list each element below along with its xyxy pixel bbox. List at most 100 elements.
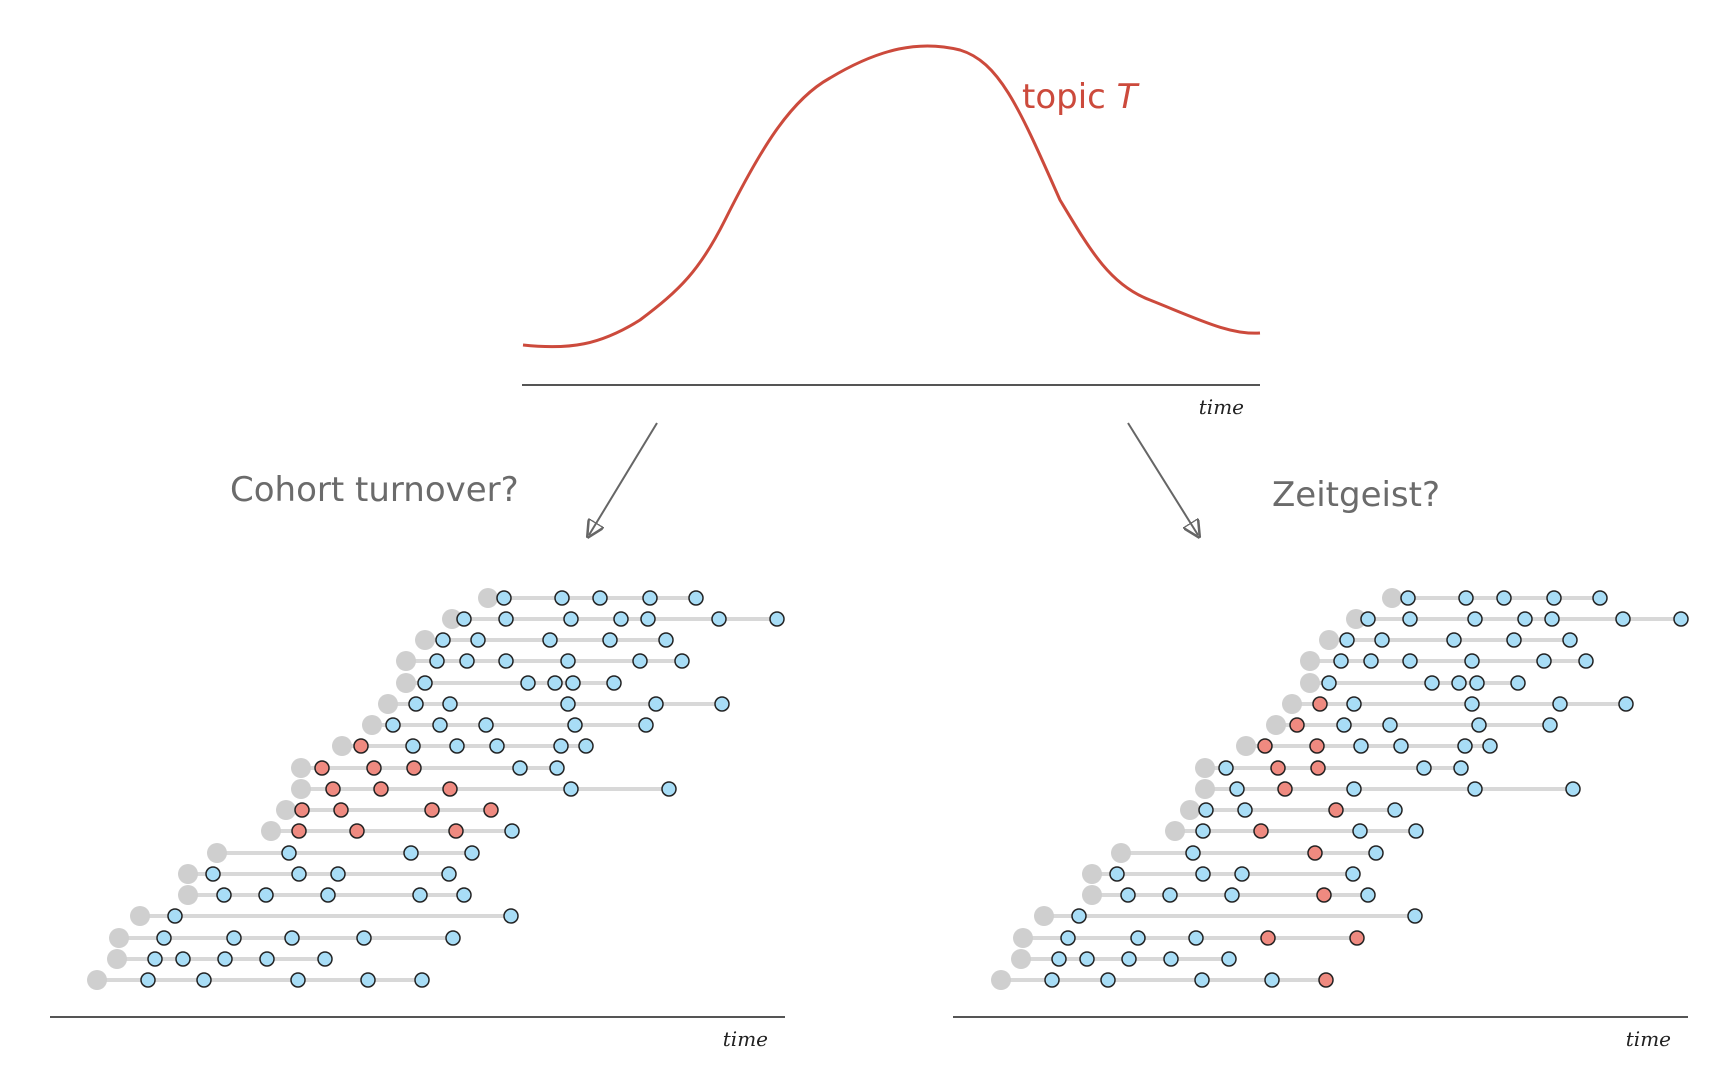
event-dot <box>1071 908 1087 924</box>
left-timeline-row-10 <box>291 779 677 799</box>
event-dot <box>1188 930 1204 946</box>
event-dot <box>1552 696 1568 712</box>
event-dot <box>1416 760 1432 776</box>
timeline-start-dot <box>261 821 281 841</box>
timeline-start-dot <box>1013 928 1033 948</box>
event-dot <box>1339 632 1355 648</box>
event-dot <box>1471 717 1487 733</box>
left-timeline-row-19 <box>87 970 430 990</box>
event-dot <box>489 738 505 754</box>
event-dot <box>1360 887 1376 903</box>
right-timeline-row-8 <box>1236 736 1498 756</box>
timeline-start-dot <box>1195 758 1215 778</box>
event-dot <box>414 972 430 988</box>
topic-event-dot <box>1260 930 1276 946</box>
event-dot <box>504 823 520 839</box>
event-dot <box>1451 675 1467 691</box>
topic-event-dot <box>1257 738 1273 754</box>
timeline-start-dot <box>291 779 311 799</box>
topic-event-dot <box>1318 972 1334 988</box>
timeline-start-dot <box>378 694 398 714</box>
right-timeline-row-15 <box>1082 885 1376 905</box>
event-dot <box>175 951 191 967</box>
event-dot <box>290 972 306 988</box>
left-question: Cohort turnover? <box>230 470 519 510</box>
right-timeline-row-18 <box>1011 949 1237 969</box>
timeline-start-dot <box>1300 651 1320 671</box>
event-dot <box>1467 611 1483 627</box>
topic-event-dot <box>353 738 369 754</box>
top-axis-label: time <box>1199 395 1244 419</box>
topic-event-dot <box>1328 802 1344 818</box>
event-dot <box>1496 590 1512 606</box>
event-dot <box>1044 972 1060 988</box>
event-dot <box>356 930 372 946</box>
topic-event-dot <box>294 802 310 818</box>
timeline-start-dot <box>1082 864 1102 884</box>
event-dot <box>542 632 558 648</box>
event-dot <box>711 611 727 627</box>
topic-event-dot <box>1349 930 1365 946</box>
event-dot <box>1469 675 1485 691</box>
event-dot <box>592 590 608 606</box>
event-dot <box>1229 781 1245 797</box>
cohort-turnover-panel <box>87 588 785 990</box>
topic-event-dot <box>1307 845 1323 861</box>
event-dot <box>1333 653 1349 669</box>
topic-event-dot <box>1277 781 1293 797</box>
event-dot <box>1393 738 1409 754</box>
event-dot <box>1051 951 1067 967</box>
right-timeline-row-9 <box>1195 758 1469 778</box>
event-dot <box>259 951 275 967</box>
event-dot <box>284 930 300 946</box>
zeitgeist-panel <box>991 588 1689 990</box>
event-dot <box>1482 738 1498 754</box>
event-dot <box>441 866 457 882</box>
event-dot <box>435 632 451 648</box>
timeline-start-dot <box>87 970 107 990</box>
event-dot <box>196 972 212 988</box>
event-dot <box>1382 717 1398 733</box>
left-timeline-row-7 <box>362 715 654 735</box>
event-dot <box>1402 611 1418 627</box>
event-dot <box>1221 951 1237 967</box>
right-axis-label: time <box>1626 1027 1671 1051</box>
event-dot <box>1162 887 1178 903</box>
right-timeline-row-5 <box>1300 673 1526 693</box>
timeline-start-dot <box>478 588 498 608</box>
event-dot <box>560 696 576 712</box>
event-dot <box>658 632 674 648</box>
event-dot <box>167 908 183 924</box>
event-dot <box>1198 802 1214 818</box>
event-dot <box>1218 760 1234 776</box>
event-dot <box>205 866 221 882</box>
event-dot <box>1185 845 1201 861</box>
event-dot <box>1360 611 1376 627</box>
timeline-start-dot <box>1011 949 1031 969</box>
event-dot <box>1542 717 1558 733</box>
event-dot <box>565 675 581 691</box>
left-timeline-row-17 <box>109 928 461 948</box>
event-dot <box>317 951 333 967</box>
event-dot <box>1457 738 1473 754</box>
right-arrow <box>1127 422 1198 535</box>
right-question: Zeitgeist? <box>1272 475 1440 515</box>
event-dot <box>1562 632 1578 648</box>
event-dot <box>1407 908 1423 924</box>
event-dot <box>512 760 528 776</box>
event-dot <box>1453 760 1469 776</box>
topic-event-dot <box>1312 696 1328 712</box>
left-axis-label: time <box>723 1027 768 1051</box>
timeline-start-dot <box>1382 588 1402 608</box>
right-timeline-row-16 <box>1034 906 1423 926</box>
topic-event-dot <box>483 802 499 818</box>
event-dot <box>1130 930 1146 946</box>
event-dot <box>1467 781 1483 797</box>
timeline-start-dot <box>396 651 416 671</box>
right-timeline-row-3 <box>1319 630 1578 650</box>
topic-event-dot <box>448 823 464 839</box>
timeline-start-dot <box>1082 885 1102 905</box>
event-dot <box>1109 866 1125 882</box>
left-timeline-row-6 <box>378 694 730 714</box>
event-dot <box>258 887 274 903</box>
